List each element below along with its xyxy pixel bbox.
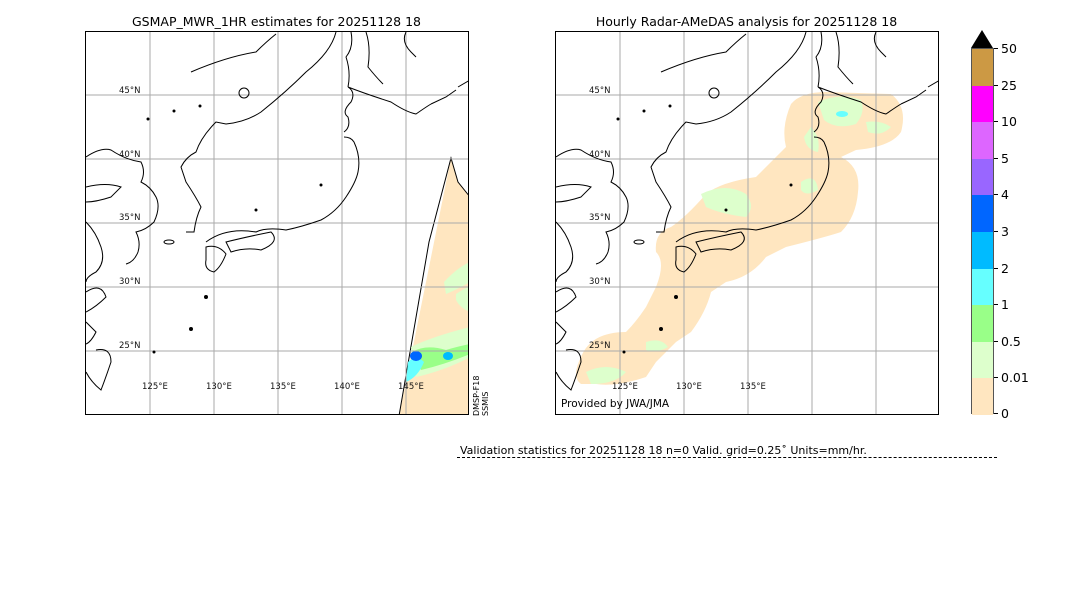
colorbar-segment-2-3: [972, 232, 993, 269]
colorbar-tick: [994, 268, 998, 269]
colorbar-tick: [994, 341, 998, 342]
left-lon-label-140: 140°E: [334, 382, 360, 392]
colorbar-segment-0.5-1: [972, 305, 993, 342]
left-map-canvas: [86, 32, 468, 414]
left-map-gsmap: [85, 31, 469, 415]
colorbar-label-5: 5: [1001, 151, 1009, 166]
colorbar-tick: [994, 304, 998, 305]
colorbar-label-1: 1: [1001, 297, 1009, 312]
validation-statistics-text: Validation statistics for 20251128 18 n=…: [460, 444, 867, 457]
colorbar-tick: [994, 413, 998, 414]
left-lon-label-130: 130°E: [206, 382, 232, 392]
colorbar-segment-10-25: [972, 85, 993, 123]
left-lat-label-45: 45°N: [119, 86, 141, 96]
right-lat-label-45: 45°N: [589, 86, 611, 96]
colorbar-label-4: 4: [1001, 187, 1009, 202]
left-lat-label-25: 25°N: [119, 341, 141, 351]
colorbar-label-0.01: 0.01: [1001, 370, 1029, 385]
right-lat-label-40: 40°N: [589, 150, 611, 160]
colorbar-label-0: 0: [1001, 406, 1009, 421]
colorbar-label-50: 50: [1001, 41, 1017, 56]
right-map-canvas: [556, 32, 938, 414]
colorbar-label-25: 25: [1001, 78, 1017, 93]
right-map-title: Hourly Radar-AMeDAS analysis for 2025112…: [595, 14, 898, 29]
colorbar-tick: [994, 158, 998, 159]
right-lon-label-135: 135°E: [740, 382, 766, 392]
left-lon-label-135: 135°E: [270, 382, 296, 392]
colorbar: [971, 48, 994, 415]
right-lat-label-35: 35°N: [589, 213, 611, 223]
left-map-title: GSMAP_MWR_1HR estimates for 20251128 18: [132, 14, 421, 29]
left-lat-label-40: 40°N: [119, 150, 141, 160]
colorbar-tick: [994, 231, 998, 232]
colorbar-label-10: 10: [1001, 114, 1017, 129]
colorbar-tick: [994, 194, 998, 195]
colorbar-segment-1-2: [972, 268, 993, 306]
colorbar-segment-5-10: [972, 122, 993, 159]
colorbar-tick: [994, 85, 998, 86]
right-lat-label-30: 30°N: [589, 277, 611, 287]
validation-dashed-divider: [457, 457, 997, 458]
right-lon-label-130: 130°E: [676, 382, 702, 392]
right-lat-label-25: 25°N: [589, 341, 611, 351]
left-lat-label-30: 30°N: [119, 277, 141, 287]
colorbar-segment-0-0.01: [972, 378, 993, 415]
left-lon-label-145: 145°E: [398, 382, 424, 392]
colorbar-tick: [994, 121, 998, 122]
colorbar-segment-4-5: [972, 158, 993, 196]
left-lat-label-35: 35°N: [119, 213, 141, 223]
right-map-radar-amedas: [555, 31, 939, 415]
colorbar-label-3: 3: [1001, 224, 1009, 239]
colorbar-label-0.5: 0.5: [1001, 334, 1021, 349]
colorbar-tick: [994, 48, 998, 49]
colorbar-segment-3-4: [972, 195, 993, 232]
colorbar-segment-25-50: [972, 49, 993, 86]
colorbar-extend-max-arrow: [971, 30, 993, 48]
left-lon-label-125: 125°E: [142, 382, 168, 392]
colorbar-tick: [994, 377, 998, 378]
colorbar-segment-0.01-0.5: [972, 341, 993, 379]
colorbar-label-2: 2: [1001, 261, 1009, 276]
satellite-label-line2: SSMIS: [481, 391, 490, 417]
right-lon-label-125: 125°E: [612, 382, 638, 392]
satellite-label-line1: DMSP-F18: [472, 375, 481, 416]
provided-by-credit: Provided by JWA/JMA: [561, 398, 670, 410]
